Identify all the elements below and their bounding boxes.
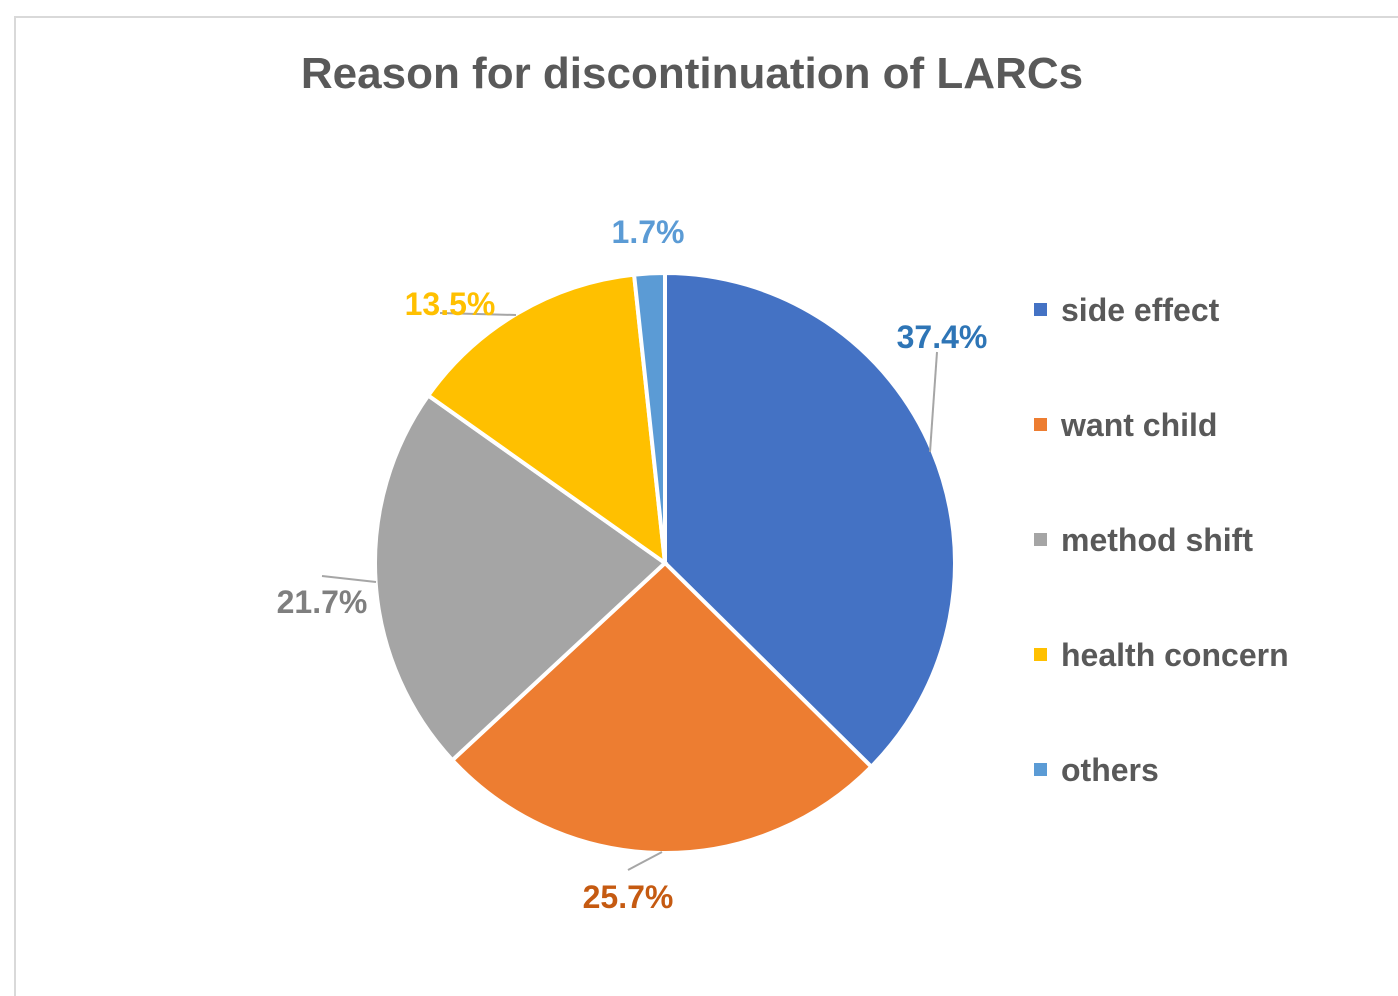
pie-slice-side-effect — [663, 270, 957, 770]
data-label: 13.5% — [405, 286, 496, 322]
leader-line — [929, 351, 938, 453]
leader-line — [439, 312, 517, 316]
legend-label: others — [1061, 752, 1159, 788]
legend: side effect want child method shift health … — [1034, 292, 1289, 788]
data-label: 1.7% — [612, 214, 685, 250]
data-label: 25.7% — [583, 879, 674, 915]
pie-slice-health-concern — [425, 272, 668, 568]
legend-swatch — [1034, 418, 1047, 431]
leader-line — [627, 851, 663, 871]
legend-swatch — [1034, 763, 1047, 776]
legend-label: side effect — [1061, 292, 1220, 328]
data-label: 21.7% — [277, 584, 368, 620]
chart-frame — [14, 16, 1398, 996]
data-label: 37.4% — [897, 319, 988, 355]
legend-label: want child — [1060, 407, 1217, 443]
chart-title: Reason for discontinuation of LARCs — [301, 49, 1083, 98]
legend-swatch — [1034, 648, 1047, 661]
legend-swatch — [1034, 303, 1047, 316]
data-labels: 37.4% 25.7% 21.7% 13.5% 1.7% — [277, 214, 988, 915]
legend-label: method shift — [1061, 522, 1253, 558]
leader-line — [321, 575, 377, 583]
pie-slice-others — [631, 270, 667, 564]
pie-slices — [373, 270, 957, 855]
legend-swatch — [1034, 533, 1047, 546]
legend-label: health concern — [1061, 637, 1289, 673]
leader-lines — [321, 312, 938, 871]
